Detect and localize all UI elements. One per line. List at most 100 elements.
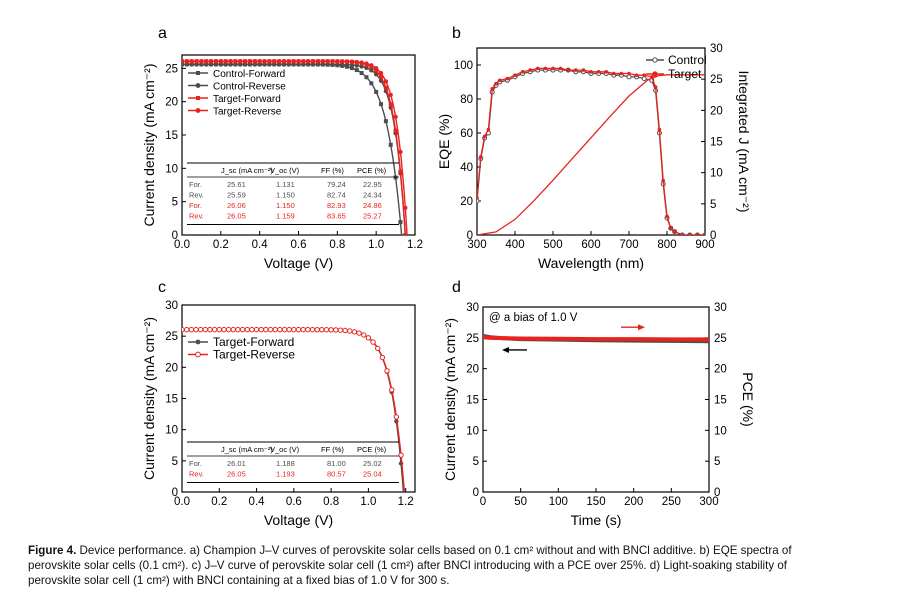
table-header: FF (%) (321, 445, 344, 454)
table-cell: 82.93 (327, 201, 346, 210)
data-point (344, 62, 350, 67)
data-point (323, 327, 330, 333)
data-point (291, 59, 296, 64)
data-point (490, 87, 495, 91)
y-right-tick-label: 0 (714, 487, 720, 499)
y-right-tick-label: 30 (710, 43, 723, 55)
data-point (374, 89, 379, 94)
data-point (238, 59, 243, 64)
y-right-tick-label: 20 (714, 364, 727, 376)
data-point (574, 68, 578, 72)
data-point (216, 326, 222, 333)
data-point (253, 326, 260, 333)
data-point (369, 63, 374, 68)
data-point (267, 326, 274, 333)
data-point (213, 62, 219, 67)
data-point (310, 59, 316, 64)
y-right-tick-label: 10 (710, 168, 723, 180)
y-right-axis-label: PCE (%) (740, 372, 756, 426)
table-row-label: Rev. (189, 212, 204, 221)
x-tick-label: 0.4 (252, 239, 269, 251)
data-point (653, 85, 658, 89)
y-tick-label: 0 (473, 487, 479, 499)
y-tick-label: 5 (172, 197, 178, 209)
y-axis-label: Current density (mA cm⁻²) (442, 318, 458, 481)
caption-line-2: perovskite solar cells (0.1 cm²). c) J–V… (28, 559, 788, 573)
data-point (325, 59, 330, 64)
data-point (208, 59, 214, 64)
data-point (403, 233, 408, 235)
data-point (393, 128, 398, 133)
data-point (263, 326, 269, 333)
panel-d: d0 50 100 150 200 250 300051015202530051015202… (442, 279, 756, 528)
x-tick-label: 100 (549, 496, 568, 508)
y-right-tick-label: 25 (710, 74, 723, 86)
data-point (189, 59, 194, 64)
x-tick-label: 0.0 (174, 496, 190, 508)
data-point (221, 326, 227, 333)
data-point (213, 59, 219, 64)
data-point (707, 337, 709, 341)
table-cell: 79.24 (327, 180, 346, 189)
x-tick-label: 600 (581, 239, 600, 251)
data-point (642, 73, 646, 77)
data-point (379, 354, 386, 361)
data-point (281, 62, 287, 67)
legend-label: Control-Reverse (213, 82, 286, 93)
data-point (373, 66, 379, 71)
data-point (688, 233, 692, 235)
data-point (225, 326, 232, 333)
x-tick-label: 1.0 (360, 496, 376, 508)
y-axis-label: Current density (mA cm⁻²) (141, 317, 157, 480)
plot-area (182, 59, 408, 235)
data-point (301, 59, 306, 64)
data-point (291, 62, 296, 67)
data-point (242, 59, 248, 64)
y-right-tick-label: 15 (710, 137, 723, 149)
x-tick-label: 0.8 (329, 239, 345, 251)
data-point (319, 326, 325, 333)
legend-label: Target-Forward (213, 335, 294, 349)
data-point (238, 62, 243, 67)
data-point (505, 76, 510, 81)
x-tick-label: 300 (467, 239, 486, 251)
legend-label: Target-Forward (213, 94, 281, 105)
data-point (262, 59, 267, 64)
y-axis-label: EQE (%) (436, 114, 452, 169)
table-cell: 26.01 (227, 459, 246, 468)
data-point (403, 205, 408, 211)
data-point (272, 326, 278, 333)
legend-marker (195, 108, 201, 113)
data-point (315, 59, 321, 64)
data-point (669, 337, 673, 341)
legend-label: Target-Reverse (213, 107, 282, 118)
annotation-bias: @ a bias of 1.0 V (489, 312, 578, 324)
y-tick-label: 25 (165, 63, 178, 75)
x-tick-label: 0.2 (213, 239, 229, 251)
x-tick-label: 250 (662, 496, 681, 508)
data-point (619, 71, 624, 76)
data-point (204, 62, 209, 67)
x-tick-label: 0.0 (174, 239, 190, 251)
data-point (672, 229, 677, 234)
y-right-tick-label: 10 (714, 425, 727, 437)
data-point (337, 327, 344, 333)
data-point (365, 335, 372, 341)
table-cell: 1.131 (276, 180, 295, 189)
data-point (320, 59, 325, 64)
data-point (211, 326, 218, 333)
data-point (359, 71, 364, 76)
figure-4: a 0.0 0.2 0.4 0.6 0.8 1.0 1.2 0 5 10 15 20 25 Voltage … (141, 25, 756, 528)
data-point (383, 79, 389, 84)
plot-frame (482, 306, 710, 493)
data-point (320, 62, 325, 67)
data-point (339, 62, 345, 67)
data-point (543, 66, 548, 71)
data-point (566, 68, 570, 72)
table-cell: 26.05 (227, 470, 246, 479)
data-point (276, 59, 282, 64)
data-point (194, 59, 199, 64)
data-point (277, 326, 283, 333)
table-row-label: Rev. (189, 470, 204, 479)
data-point (347, 328, 353, 334)
